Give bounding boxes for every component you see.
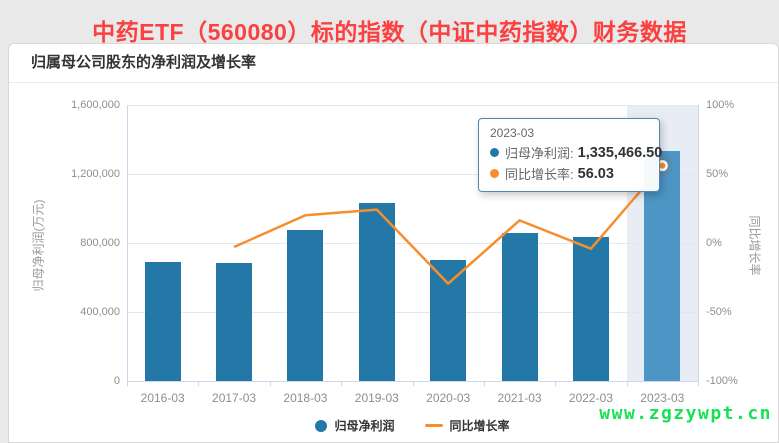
line-series-marker-icon bbox=[424, 424, 443, 427]
gridline bbox=[127, 243, 698, 244]
net-profit-series-dot-icon bbox=[490, 148, 499, 157]
tooltip-label: 归母净利润 bbox=[505, 143, 578, 162]
x-axis-label: 2023-03 bbox=[640, 391, 685, 405]
y-axis-tick-label-right: -50% bbox=[706, 306, 732, 318]
bar-2021-03[interactable] bbox=[501, 232, 538, 381]
tooltip-label: 同比增长率 bbox=[505, 164, 578, 183]
bar-2019-03[interactable] bbox=[358, 203, 395, 381]
x-axis-label: 2016-03 bbox=[140, 391, 185, 405]
y-axis-tick-label-left: 0 bbox=[113, 375, 120, 387]
y-axis-line-right bbox=[698, 105, 699, 381]
x-axis-tick bbox=[626, 381, 628, 386]
tooltip-row-growth-rate: 同比增长率 56.03 bbox=[490, 164, 648, 183]
x-axis-tick bbox=[341, 381, 343, 386]
bar-2016-03[interactable] bbox=[144, 261, 181, 381]
x-axis-tick bbox=[555, 381, 557, 386]
tooltip-row-net-profit: 归母净利润 1,335,466.50 bbox=[490, 143, 662, 162]
tooltip-value: 1,335,466.50 bbox=[577, 144, 663, 161]
y-axis-tick-label-left: 1,200,000 bbox=[71, 168, 120, 180]
x-axis-label: 2017-03 bbox=[212, 391, 257, 405]
y-axis-title-left: 归母净利润(万元) bbox=[31, 199, 46, 292]
x-axis-label: 2020-03 bbox=[426, 391, 471, 405]
legend-label: 同比增长率 bbox=[449, 419, 510, 433]
legend-item-growth-rate[interactable]: 同比增长率 bbox=[424, 417, 510, 434]
y-axis-tick-label-right: 100% bbox=[706, 99, 735, 111]
y-axis-title-right: 同比增长率 bbox=[747, 215, 762, 276]
tooltip-value: 56.03 bbox=[577, 165, 614, 182]
x-axis-tick bbox=[412, 381, 414, 386]
legend-item-net-profit[interactable]: 归母净利润 bbox=[315, 417, 395, 434]
x-axis-tick bbox=[698, 381, 699, 386]
y-axis-line-left bbox=[127, 105, 128, 381]
gridline bbox=[127, 105, 698, 106]
legend-label: 归母净利润 bbox=[334, 419, 395, 433]
growth-rate-series-dot-icon bbox=[490, 169, 499, 178]
x-axis-label: 2021-03 bbox=[497, 391, 542, 405]
hover-point-icon bbox=[659, 162, 666, 169]
page-title: 中药ETF（560080）标的指数（中证中药指数）财务数据 bbox=[92, 19, 687, 45]
watermark-text: www.zgzywpt.cn bbox=[599, 403, 772, 424]
y-axis-tick-label-right: 0% bbox=[706, 237, 722, 249]
bar-2018-03[interactable] bbox=[287, 230, 324, 381]
x-axis-label: 2022-03 bbox=[568, 391, 613, 405]
chart-tooltip: 2023-03 归母净利润 1,335,466.50 同比增长率 56.03 bbox=[478, 118, 662, 192]
y-axis-tick-label-left: 800,000 bbox=[80, 237, 120, 249]
gridline bbox=[127, 312, 698, 313]
x-axis-label: 2018-03 bbox=[283, 391, 328, 405]
x-axis-tick bbox=[269, 381, 271, 386]
y-axis-tick-label-right: -100% bbox=[706, 375, 738, 387]
panel-header-title: 归属母公司股东的净利润及增长率 bbox=[9, 44, 778, 83]
bar-series-marker-icon bbox=[315, 419, 328, 432]
x-axis-tick bbox=[198, 381, 200, 386]
y-axis-tick-label-left: 400,000 bbox=[80, 306, 120, 318]
y-axis-tick-label-right: 50% bbox=[706, 168, 729, 180]
bar-2020-03[interactable] bbox=[430, 260, 467, 381]
x-axis-label: 2019-03 bbox=[354, 391, 399, 405]
tooltip-date: 2023-03 bbox=[490, 126, 535, 140]
y-axis-tick-label-left: 1,600,000 bbox=[71, 99, 120, 111]
bar-2022-03[interactable] bbox=[572, 236, 609, 381]
x-axis-tick bbox=[127, 381, 128, 386]
bar-2017-03[interactable] bbox=[216, 262, 253, 381]
x-axis-tick bbox=[483, 381, 485, 386]
chart-legend: 归母净利润 同比增长率 bbox=[127, 417, 698, 434]
gridline bbox=[127, 174, 698, 175]
